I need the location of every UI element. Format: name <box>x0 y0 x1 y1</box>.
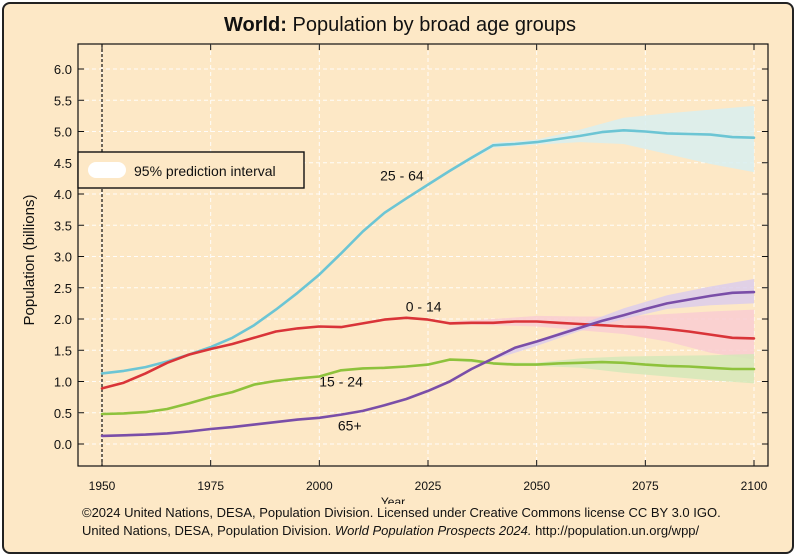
chart-title-text: Population by broad age groups <box>292 14 577 36</box>
chart-footer: ©2024 United Nations, DESA, Population D… <box>82 504 721 540</box>
x-tick-label: 2000 <box>306 479 333 493</box>
citation-source: United Nations, DESA, Population Divisio… <box>82 523 335 538</box>
series-line-65 <box>100 290 756 438</box>
y-tick-label: 3.5 <box>54 218 72 233</box>
x-tick-label: 1975 <box>197 479 224 493</box>
band-15-24 <box>419 354 754 384</box>
y-tick-label: 5.5 <box>54 93 72 108</box>
series-label-65: 65+ <box>338 417 362 433</box>
plot-area-border <box>77 43 769 467</box>
x-tick-label: 2100 <box>741 479 768 493</box>
y-tick-label: 0.5 <box>54 406 72 421</box>
x-tick-label: 2025 <box>415 479 442 493</box>
series-label-0-14: 0 - 14 <box>406 299 442 315</box>
y-tick-label: 2.5 <box>54 281 72 296</box>
legend-swatch <box>88 162 126 178</box>
y-tick-label: 1.5 <box>54 343 72 358</box>
y-tick-label: 3.0 <box>54 250 72 265</box>
x-tick-label: 1950 <box>89 479 116 493</box>
chart-title-bold: World: <box>223 14 287 36</box>
series-line-0-14 <box>100 316 756 390</box>
series-label-25-64: 25 - 64 <box>380 167 424 183</box>
chart-title: World: Population by broad age groups <box>4 14 792 37</box>
y-tick-label: 1.0 <box>54 375 72 390</box>
y-tick-label: 2.0 <box>54 312 72 327</box>
citation-title: World Population Prospects 2024. <box>334 523 532 538</box>
x-tick-label: 2075 <box>632 479 659 493</box>
x-axis-label: Year <box>381 495 405 504</box>
band-65 <box>419 279 754 394</box>
series-line-25-64 <box>100 129 756 375</box>
citation-line: United Nations, DESA, Population Divisio… <box>82 522 721 540</box>
series-label-15-24: 15 - 24 <box>319 374 363 390</box>
population-chart: 0.0 0.5 1.0 1.5 2.0 2.5 3.0 3.5 4.0 4.5 5.0 5.5 6.0 1… <box>21 43 769 504</box>
y-tick-label: 4.5 <box>54 156 72 171</box>
legend-label: 95% prediction interval <box>134 163 276 179</box>
x-tick-label: 2050 <box>523 479 550 493</box>
y-axis-label: Population (billions) <box>21 195 38 326</box>
citation-url: http://population.un.org/wpp/ <box>531 523 700 538</box>
y-tick-label: 5.0 <box>54 125 72 140</box>
y-tick-label: 6.0 <box>54 62 72 77</box>
copyright-line: ©2024 United Nations, DESA, Population D… <box>82 505 721 520</box>
y-tick-label: 0.0 <box>54 437 72 452</box>
chart-frame: World: Population by broad age groups 0.… <box>2 2 794 554</box>
series-line-15-24 <box>100 358 756 416</box>
band-25-64 <box>419 105 754 189</box>
y-tick-label: 4.0 <box>54 187 72 202</box>
